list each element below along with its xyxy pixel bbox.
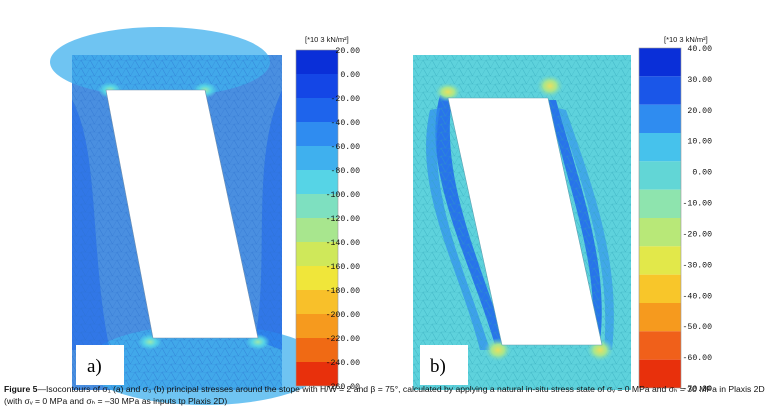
panel-a-stope — [105, 89, 259, 339]
colorbar-tick-label: -60.00 — [683, 354, 713, 363]
colorbar-tick-label: -100.00 — [326, 191, 360, 200]
colorbar-swatch — [296, 170, 338, 194]
colorbar-tick-label: -180.00 — [326, 287, 360, 296]
colorbar-swatch — [639, 331, 681, 360]
figure-caption: Figure 5—Isocontours of σ₁ (a) and σ₃ (b… — [4, 384, 774, 407]
colorbar-swatch — [296, 98, 338, 122]
colorbar-tick-label: -120.00 — [326, 215, 360, 224]
colorbar-swatch — [639, 161, 681, 190]
colorbar-swatch — [296, 122, 338, 146]
colorbar-swatch — [296, 218, 338, 242]
colorbar-swatch — [296, 314, 338, 338]
colorbar-tick-label: -50.00 — [683, 323, 713, 332]
colorbar-tick-label: 20.00 — [335, 47, 360, 56]
colorbar-tick-label: -260.00 — [326, 383, 360, 392]
colorbar-swatch — [639, 246, 681, 275]
panel-b-label-box — [420, 345, 468, 385]
panel-b-stope — [447, 97, 603, 346]
colorbar-tick-label: -240.00 — [326, 359, 360, 368]
colorbar-swatch — [639, 104, 681, 133]
colorbar-tick-label: 40.00 — [687, 45, 712, 54]
colorbar-swatch — [296, 266, 338, 290]
colorbar-swatch — [639, 274, 681, 303]
colorbar-swatch — [639, 189, 681, 218]
colorbar-swatch — [639, 133, 681, 162]
colorbar-swatch — [296, 146, 338, 170]
colorbar-tick-label: -220.00 — [326, 335, 360, 344]
colorbar-swatch — [639, 76, 681, 105]
panel-a-colorbar: [*10 3 kN/m²] 20.00 0.00 -20.00 -40.00 -60.0… — [295, 35, 361, 392]
colorbar-swatch — [639, 359, 681, 388]
caption-figure-number: Figure 5 — [4, 384, 38, 394]
panel-b-label: b) — [430, 356, 446, 377]
panel-b-colorbar: [*10 3 kN/m²] 40.00 30.00 20.00 10.00 0.00 -1… — [638, 35, 713, 394]
colorbar-tick-label: -140.00 — [326, 239, 360, 248]
colorbar-tick-label: 0.00 — [340, 71, 360, 80]
colorbar-tick-label: 30.00 — [687, 76, 712, 85]
panel-a-label-box — [76, 345, 124, 385]
colorbar-swatch — [296, 50, 338, 74]
colorbar-frame — [295, 49, 339, 387]
colorbar-tick-label: -70.00 — [683, 385, 713, 394]
colorbar-tick-label: 20.00 — [687, 107, 712, 116]
panel-b-hotspot-tr — [536, 74, 564, 98]
colorbar-tick-label: -60.00 — [331, 143, 361, 152]
panel-b-hotspot-tl — [434, 82, 462, 102]
colorbar-swatch — [296, 338, 338, 362]
panel-a-colorbar-unit: [*10 3 kN/m²] — [305, 35, 349, 44]
colorbar-tick-label: -40.00 — [331, 119, 361, 128]
colorbar-tick-label: -20.00 — [683, 230, 713, 239]
colorbar-tick-label: -10.00 — [683, 200, 713, 209]
colorbar-tick-label: -80.00 — [331, 167, 361, 176]
colorbar-tick-label: -20.00 — [331, 95, 361, 104]
colorbar-tick-label: 0.00 — [692, 169, 712, 178]
panel-b-colorbar-unit: [*10 3 kN/m²] — [664, 35, 708, 44]
caption-text: —Isocontours of σ₁ (a) and σ₃ (b) princi… — [4, 384, 765, 406]
panel-b: b) — [413, 55, 631, 390]
colorbar-tick-label: -200.00 — [326, 311, 360, 320]
colorbar-swatch — [639, 48, 681, 77]
colorbar-swatch — [296, 194, 338, 218]
colorbar-tick-label: 10.00 — [687, 138, 712, 147]
colorbar-tick-label: -160.00 — [326, 263, 360, 272]
colorbar-swatch — [296, 74, 338, 98]
colorbar-tick-label: -40.00 — [683, 292, 713, 301]
colorbar-swatch — [639, 218, 681, 247]
colorbar-swatch — [296, 290, 338, 314]
colorbar-swatch — [296, 242, 338, 266]
panel-a: a) — [50, 27, 325, 405]
panel-a-label: a) — [87, 356, 102, 377]
colorbar-swatch — [296, 362, 338, 386]
colorbar-swatch — [639, 303, 681, 332]
colorbar-frame — [638, 47, 682, 389]
colorbar-tick-label: -30.00 — [683, 261, 713, 270]
